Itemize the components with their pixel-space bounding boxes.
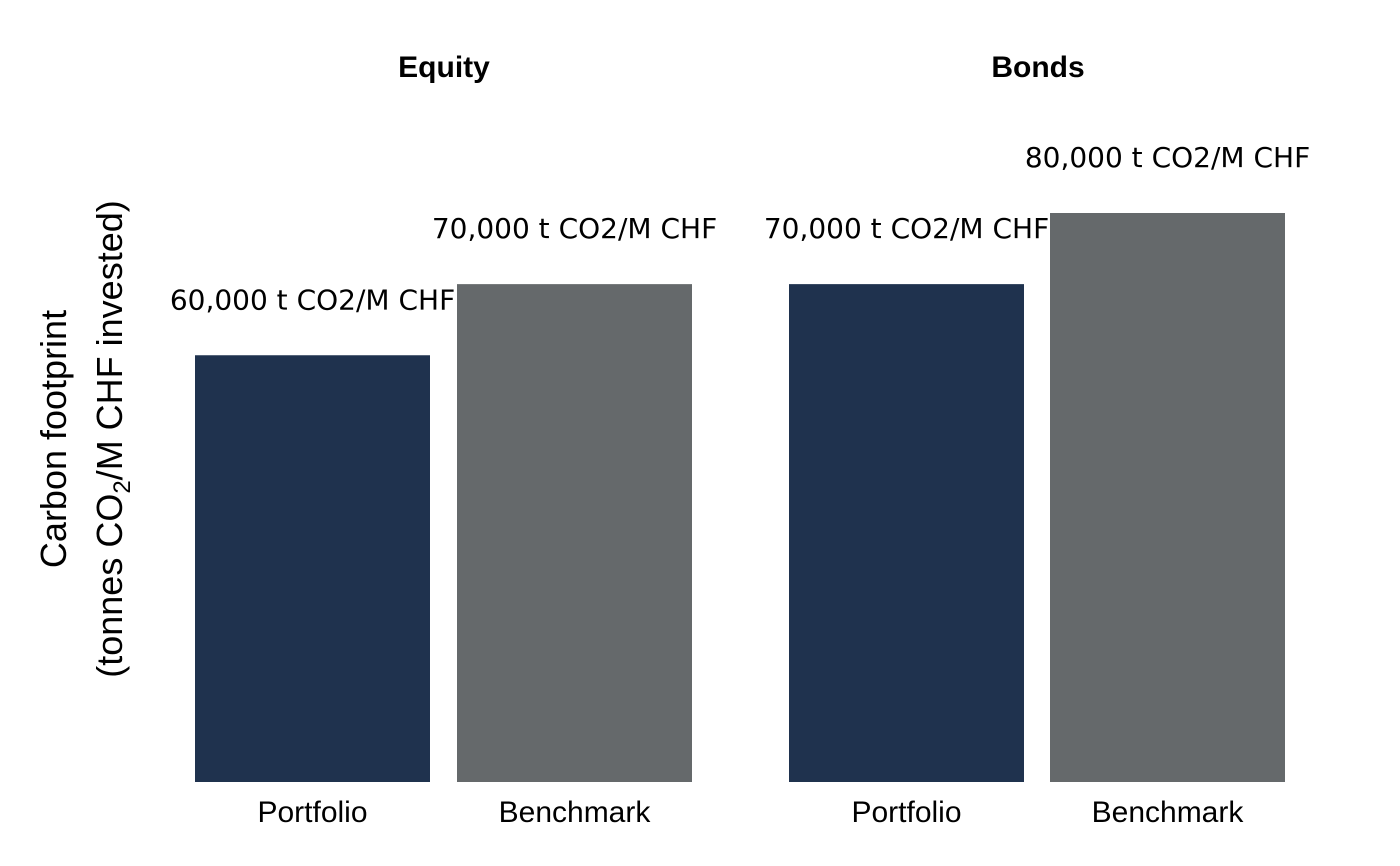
facet-bonds: Bonds 70,000 t CO2/M CHF Portfolio 80,000 … (764, 51, 1310, 829)
x-tick-label-bonds-benchmark: Benchmark (1092, 796, 1245, 829)
x-tick-label-equity-portfolio: Portfolio (257, 796, 367, 829)
y-axis-label-line1: Carbon footprint (33, 310, 74, 568)
bar-equity-portfolio (195, 355, 430, 782)
data-label-equity-benchmark: 70,000 t CO2/M CHF (432, 212, 717, 245)
y-axis-label: Carbon footprint (tonnes CO2/M CHF inves… (33, 200, 136, 678)
data-label-equity-portfolio: 60,000 t CO2/M CHF (170, 283, 455, 316)
y-axis-label-line2: (tonnes CO2/M CHF invested) (89, 200, 136, 678)
data-label-bonds-benchmark: 80,000 t CO2/M CHF (1025, 141, 1310, 174)
data-label-bonds-portfolio: 70,000 t CO2/M CHF (764, 212, 1049, 245)
bar-bonds-benchmark (1050, 213, 1285, 782)
facet-title-bonds: Bonds (991, 51, 1084, 84)
facet-equity: Equity 60,000 t CO2/M CHF Portfolio 70,000… (170, 51, 717, 829)
bar-bonds-portfolio (789, 284, 1024, 782)
facet-title-equity: Equity (398, 51, 490, 84)
bar-equity-benchmark (457, 284, 692, 782)
x-tick-label-bonds-portfolio: Portfolio (851, 796, 961, 829)
x-tick-label-equity-benchmark: Benchmark (499, 796, 652, 829)
